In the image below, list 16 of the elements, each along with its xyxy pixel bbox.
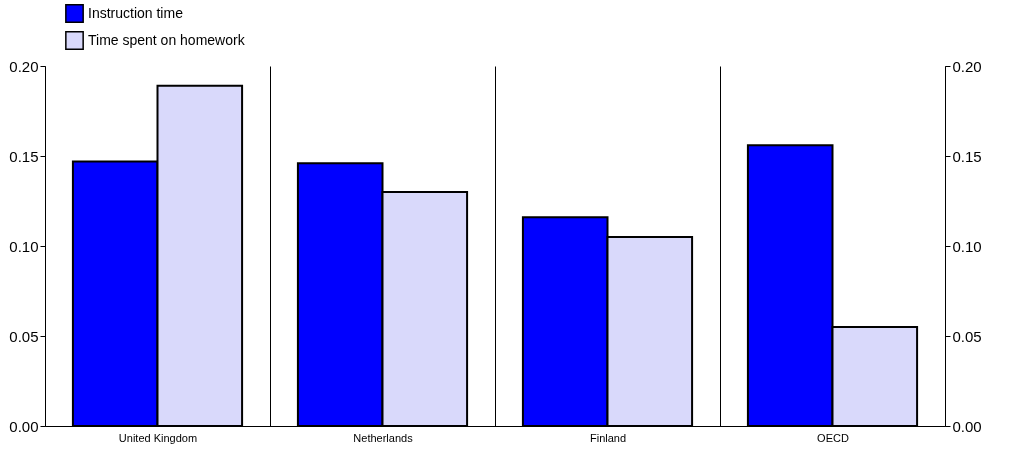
y-tick-label: 0.20 [9, 57, 39, 75]
legend-label: Instruction time [88, 4, 184, 21]
x-tick-label: Netherlands [353, 431, 414, 444]
y2-tick-label: 0.15 [952, 147, 982, 165]
y2-tick-label: 0.10 [952, 237, 982, 255]
x-tick-label: Finland [589, 431, 627, 444]
y-tick-label: 0.05 [9, 327, 39, 345]
y-tick-label: 0.00 [9, 417, 39, 435]
y2-tick-label: 0.05 [952, 327, 982, 345]
legend-label: Time spent on homework [88, 31, 246, 48]
x-tick-label: United Kingdom [118, 431, 198, 444]
x-tick-label: OECD [817, 431, 849, 444]
y2-tick-label: 0.20 [952, 57, 982, 75]
y2-tick-label: 0.00 [952, 417, 982, 435]
y-tick-label: 0.10 [9, 237, 39, 255]
y-tick-label: 0.15 [9, 147, 39, 165]
